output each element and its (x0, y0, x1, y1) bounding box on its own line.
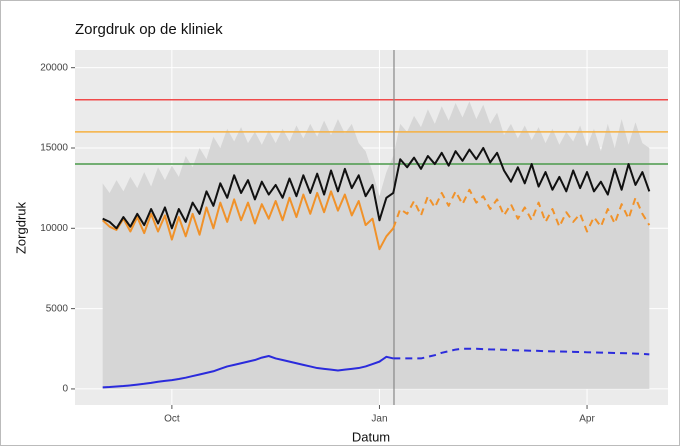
y-tick-label: 10000 (40, 223, 68, 234)
y-tick-label: 20000 (40, 62, 68, 73)
y-tick-label: 0 (62, 384, 68, 395)
y-tick-label: 5000 (46, 303, 69, 314)
y-tick-label: 15000 (40, 143, 68, 154)
chart-title: Zorgdruk op de kliniek (75, 21, 223, 38)
x-tick-label: Oct (164, 414, 180, 425)
x-tick-label: Apr (579, 414, 595, 425)
x-axis-label: Datum (352, 429, 390, 444)
x-tick-label: Jan (371, 414, 387, 425)
area (102, 101, 650, 389)
line (102, 355, 394, 389)
line (101, 190, 395, 251)
line (102, 146, 651, 230)
line (392, 188, 651, 233)
y-axis-label: Zorgdruk (13, 201, 28, 254)
